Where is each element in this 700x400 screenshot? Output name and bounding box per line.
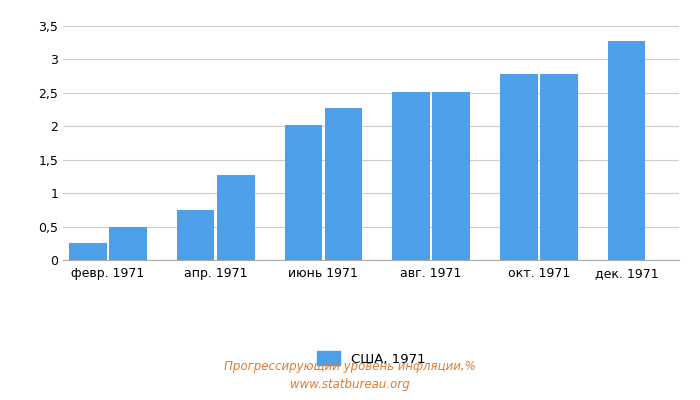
Bar xyxy=(177,210,214,260)
Bar xyxy=(540,74,578,260)
Bar xyxy=(217,175,255,260)
Bar xyxy=(69,243,107,260)
Bar xyxy=(500,74,538,260)
Legend: США, 1971: США, 1971 xyxy=(316,352,426,366)
Bar xyxy=(325,108,362,260)
Text: Прогрессирующий уровень инфляции,%: Прогрессирующий уровень инфляции,% xyxy=(224,360,476,373)
Bar xyxy=(392,92,430,260)
Bar xyxy=(608,42,645,260)
Bar xyxy=(433,92,470,260)
Bar xyxy=(109,226,147,260)
Text: www.statbureau.org: www.statbureau.org xyxy=(290,378,410,391)
Bar xyxy=(285,125,322,260)
